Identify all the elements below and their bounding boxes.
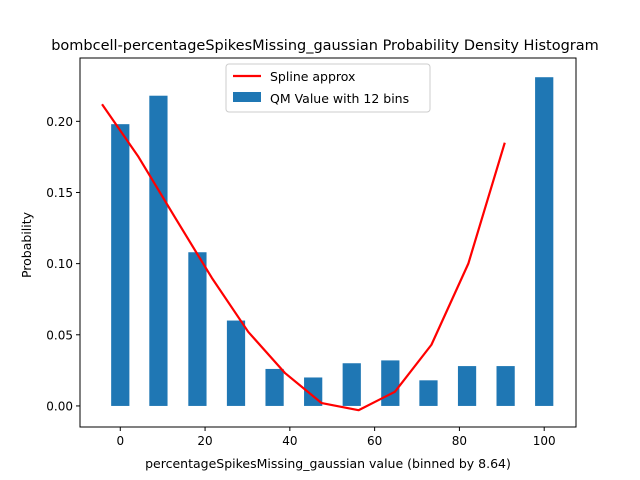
histogram-bar (535, 77, 554, 406)
legend-frame (225, 63, 431, 113)
histogram-bar (342, 363, 361, 406)
x-tick-label: 60 (367, 434, 382, 448)
x-tick-label: 40 (282, 434, 297, 448)
axes-frame (79, 57, 577, 428)
x-tick-label: 80 (452, 434, 467, 448)
y-tick-label: 0.10 (46, 257, 73, 271)
legend-label-bars: QM Value with 12 bins (270, 91, 409, 106)
chart-title: bombcell-percentageSpikesMissing_gaussia… (51, 38, 599, 54)
histogram-bar (111, 124, 130, 406)
histogram-bar (149, 95, 168, 406)
y-tick-label: 0.00 (46, 399, 73, 413)
x-tick-label: 100 (533, 434, 556, 448)
plot-area (101, 77, 554, 412)
histogram-bar (496, 366, 515, 406)
histogram-bar (188, 252, 207, 406)
y-tick-label: 0.15 (46, 186, 73, 200)
histogram-bar (226, 320, 246, 406)
x-tick-label: 0 (116, 434, 124, 448)
legend-label-spline: Spline approx (270, 69, 355, 84)
histogram-bar (419, 380, 438, 406)
x-tick-label: 20 (197, 434, 212, 448)
histogram-bar (265, 368, 284, 406)
x-axis-label: percentageSpikesMissing_gaussian value (… (145, 456, 511, 471)
legend-swatch-bars (233, 92, 261, 102)
y-axis-label: Probability (19, 211, 34, 278)
spline-line (101, 103, 506, 412)
histogram-bar (381, 360, 400, 406)
legend: Spline approx QM Value with 12 bins (225, 63, 431, 113)
axes: 0 20 40 60 80 100 0.00 0.05 0.10 0.15 0.20 (46, 57, 577, 448)
histogram-bar (457, 366, 477, 406)
y-tick-label: 0.05 (46, 328, 73, 342)
y-tick-label: 0.20 (46, 115, 73, 129)
